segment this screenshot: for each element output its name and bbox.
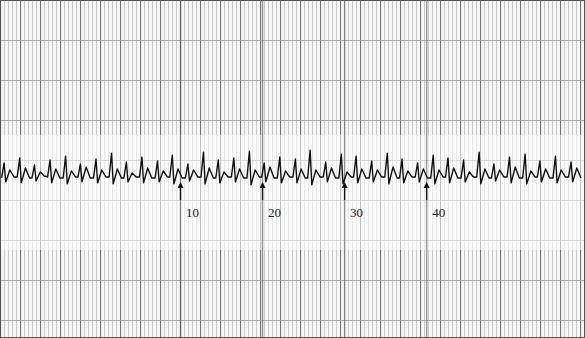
grid-line: [180, 0, 181, 338]
tick-arrow: [424, 182, 430, 200]
trace-line: [2, 150, 581, 185]
grid-line: [426, 0, 427, 338]
tick-arrow: [342, 182, 348, 200]
chart: 10 20 30 40: [0, 0, 585, 338]
tick-arrow: [178, 182, 184, 200]
tick-label: 40: [432, 205, 445, 220]
plot-area: [2, 150, 581, 185]
plot-frame: [1, 1, 585, 338]
tick-label: 30: [350, 205, 363, 220]
tick-label: 10: [186, 205, 199, 220]
tick-arrow: [260, 182, 266, 200]
paper-band: [0, 135, 585, 250]
paper: [0, 0, 585, 338]
grid-line: [344, 0, 345, 338]
tick-label: 20: [268, 205, 281, 220]
